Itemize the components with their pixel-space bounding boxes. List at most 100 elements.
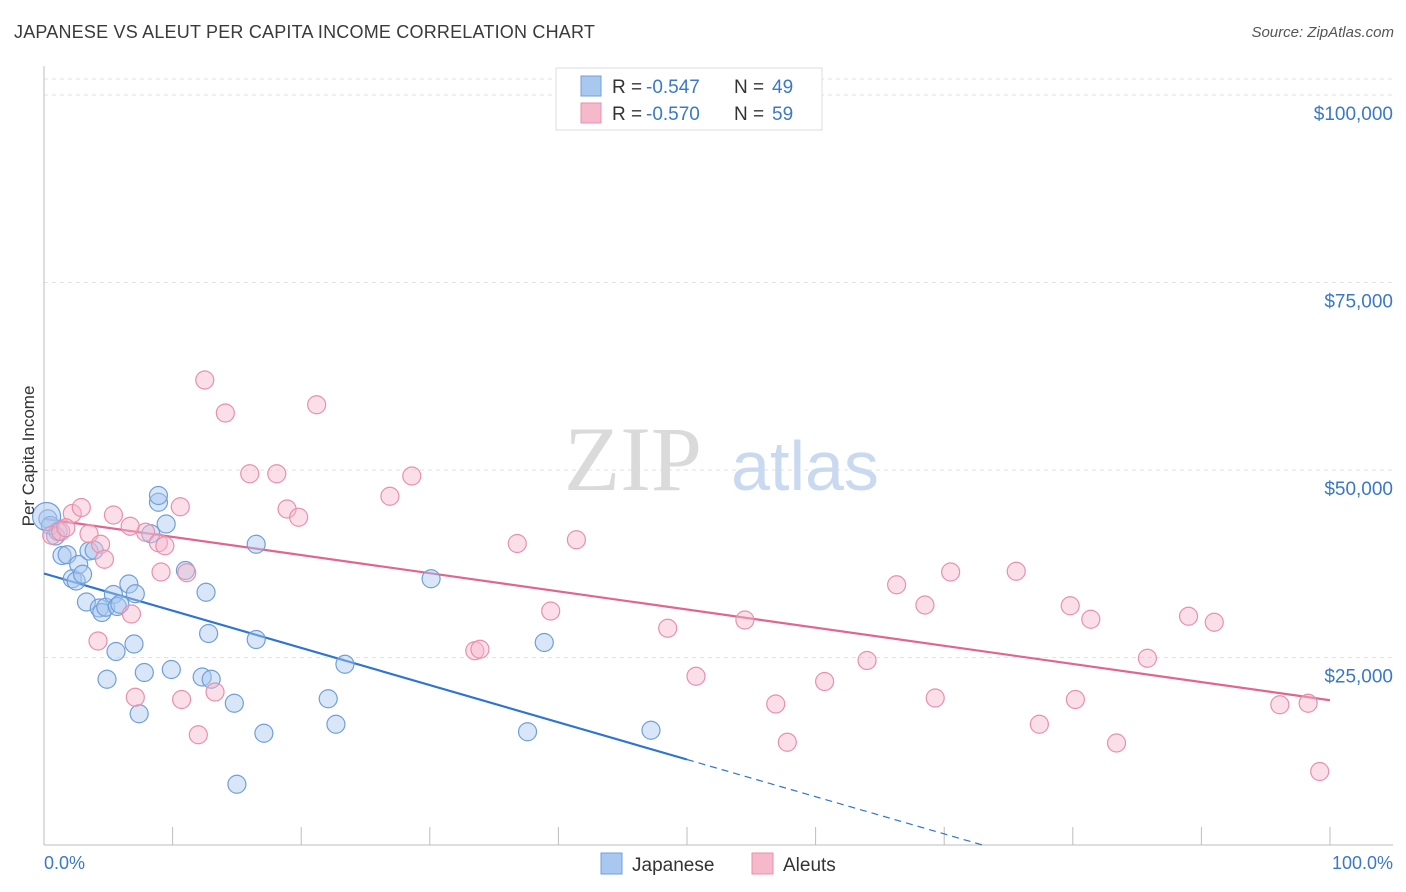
aleut-point <box>195 370 215 390</box>
japanese-point <box>134 662 154 683</box>
japanese-point <box>246 534 266 554</box>
aleut-point <box>1081 609 1101 629</box>
aleut-point <box>380 486 400 506</box>
aleut-points <box>42 370 1330 782</box>
aleut-point <box>103 505 124 525</box>
legend-n-value-aleut: 59 <box>772 104 793 125</box>
aleut-point <box>941 562 961 582</box>
aleut-point <box>1106 733 1127 753</box>
aleut-point <box>188 725 208 745</box>
aleut-point <box>887 575 907 595</box>
aleut-point <box>1065 689 1085 710</box>
aleut-point <box>267 464 287 484</box>
stats-legend: R = -0.547 N = 49 R = -0.570 N = 59 <box>555 67 823 131</box>
y-tick-label: $25,000 <box>1324 667 1393 688</box>
japanese-point-large <box>31 501 62 532</box>
aleut-point <box>170 497 190 517</box>
aleut-point <box>125 687 145 707</box>
aleut-point <box>470 639 490 659</box>
japanese-point <box>254 723 274 743</box>
japanese-point <box>227 774 247 794</box>
aleut-point <box>925 688 945 708</box>
japanese-point <box>196 582 216 602</box>
aleut-point <box>289 507 309 527</box>
aleut-point <box>1270 695 1290 715</box>
japanese-point <box>156 514 176 534</box>
japanese-point <box>641 720 661 740</box>
legend-r-value-japanese: -0.547 <box>646 77 700 98</box>
japanese-point <box>224 693 244 713</box>
aleut-point <box>1060 596 1080 616</box>
aleut-point <box>1137 648 1157 668</box>
aleut-point <box>155 536 175 556</box>
bottom-legend-swatch-aleut <box>751 852 774 875</box>
japanese-point <box>97 669 117 689</box>
legend-n-label-japanese: N = <box>734 77 764 98</box>
aleut-point <box>857 650 877 671</box>
aleut-point <box>507 533 527 554</box>
aleut-point <box>1006 561 1026 581</box>
japanese-point <box>148 485 169 506</box>
legend-swatch-aleut <box>580 102 602 124</box>
legend-r-label-aleut: R = <box>612 104 642 125</box>
aleut-point <box>307 395 327 415</box>
japanese-point <box>52 545 72 566</box>
japanese-point <box>517 722 538 742</box>
watermark-atlas: atlas <box>731 427 879 505</box>
legend-n-value-japanese: 49 <box>772 77 793 98</box>
y-axis-label: Per Capita Income <box>19 386 38 527</box>
legend-swatch-japanese <box>580 75 602 97</box>
y-tick-label: $100,000 <box>1314 104 1393 125</box>
aleut-point <box>215 403 235 423</box>
bottom-legend-japanese: Japanese <box>632 855 714 876</box>
aleut-point <box>172 689 192 710</box>
japanese-point <box>69 554 89 575</box>
aleut-point <box>71 497 91 518</box>
bottom-legend-swatch-japanese <box>600 852 623 875</box>
japanese-point <box>79 541 99 561</box>
aleut-point <box>1029 714 1049 734</box>
japanese-point <box>119 574 139 594</box>
japanese-point <box>124 634 144 654</box>
aleut-point <box>121 604 142 624</box>
aleut-point <box>88 631 108 651</box>
aleut-point <box>566 530 587 550</box>
aleut-point <box>94 549 115 569</box>
axes: $25,000 $50,000 $75,000 $100,000 0.0% 100.0% <box>43 66 1393 873</box>
gridlines <box>44 78 1393 658</box>
aleut-point <box>658 618 678 638</box>
japanese-point <box>534 632 554 653</box>
y-tick-label: $50,000 <box>1324 479 1393 500</box>
japanese-point <box>335 654 355 674</box>
japanese-point <box>161 659 181 680</box>
japanese-points <box>31 485 661 794</box>
japanese-point <box>125 584 145 604</box>
aleut-point <box>815 671 835 692</box>
aleut-point <box>915 595 935 615</box>
aleut-point <box>766 694 786 714</box>
japanese-point <box>318 689 338 709</box>
japanese-point <box>72 564 93 584</box>
aleut-point <box>90 534 111 554</box>
japanese-point <box>148 492 169 512</box>
aleut-point <box>151 562 171 582</box>
japanese-trendline-extension <box>686 758 983 846</box>
japanese-point <box>421 569 441 589</box>
aleut-point <box>205 682 225 702</box>
aleut-point <box>51 521 71 542</box>
japanese-point <box>201 669 221 689</box>
japanese-point <box>326 714 346 734</box>
watermark-zip: ZIP <box>564 408 702 510</box>
aleut-trendline <box>43 517 1331 702</box>
x-tick-label-max: 100.0% <box>1332 853 1393 873</box>
aleut-point <box>56 518 76 538</box>
series-legend: Japanese Aleuts <box>600 852 836 876</box>
japanese-point <box>106 641 126 662</box>
japanese-trendline <box>43 572 688 761</box>
japanese-point <box>129 704 149 724</box>
japanese-point <box>103 584 124 605</box>
chart-title: JAPANESE VS ALEUT PER CAPITA INCOME CORR… <box>14 22 596 42</box>
legend-r-label-japanese: R = <box>612 77 642 98</box>
aleut-point <box>120 516 140 536</box>
aleut-point <box>1298 693 1318 713</box>
